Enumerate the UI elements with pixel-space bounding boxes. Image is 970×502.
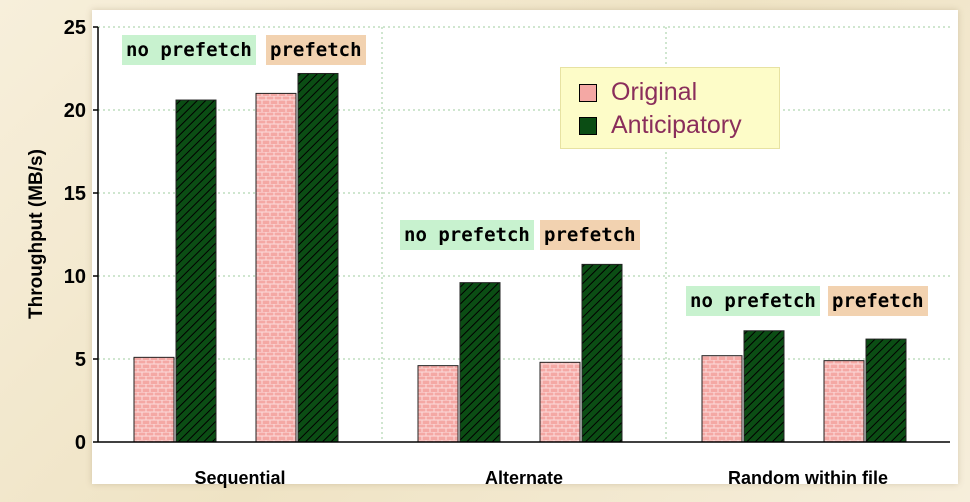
prefetch-tag-alternate: prefetch (540, 220, 640, 250)
prefetch-tag-random: prefetch (828, 286, 928, 316)
bar-original-prefetch (255, 92, 297, 443)
y-tick-label: 15 (64, 183, 86, 205)
x-category-label: Random within file (728, 468, 888, 488)
bar-anticipatory-no-prefetch (743, 330, 785, 443)
bar-original-prefetch (539, 361, 581, 443)
chart-legend: Original Anticipatory (560, 67, 780, 149)
legend-label-original: Original (611, 78, 698, 106)
bar-original-prefetch (823, 360, 865, 443)
prefetch-tag-sequential: prefetch (266, 35, 366, 65)
bar-anticipatory-no-prefetch (459, 282, 501, 443)
y-tick-label: 10 (64, 266, 86, 288)
legend-swatch-anticipatory (579, 117, 597, 135)
y-tick-label: 20 (64, 100, 86, 122)
y-tick-label: 5 (75, 349, 86, 371)
bar-original-no-prefetch (133, 356, 175, 443)
bar-original-no-prefetch (417, 365, 459, 443)
x-category-label: Sequential (194, 468, 285, 488)
no-prefetch-tag-alternate: no prefetch (400, 220, 534, 250)
no-prefetch-tag-random: no prefetch (686, 286, 820, 316)
bar-original-no-prefetch (701, 355, 743, 443)
bar-anticipatory-prefetch (865, 338, 907, 443)
y-tick-label: 25 (64, 17, 86, 39)
y-axis-label: Throughput (MB/s) (26, 149, 47, 319)
bar-anticipatory-prefetch (297, 72, 339, 443)
bar-anticipatory-prefetch (581, 263, 623, 443)
no-prefetch-tag-sequential: no prefetch (122, 35, 256, 65)
legend-swatch-original (579, 84, 597, 102)
y-tick-label: 0 (75, 432, 86, 454)
bar-anticipatory-no-prefetch (175, 99, 217, 443)
legend-label-anticipatory: Anticipatory (611, 111, 742, 139)
x-category-label: Alternate (485, 468, 563, 488)
